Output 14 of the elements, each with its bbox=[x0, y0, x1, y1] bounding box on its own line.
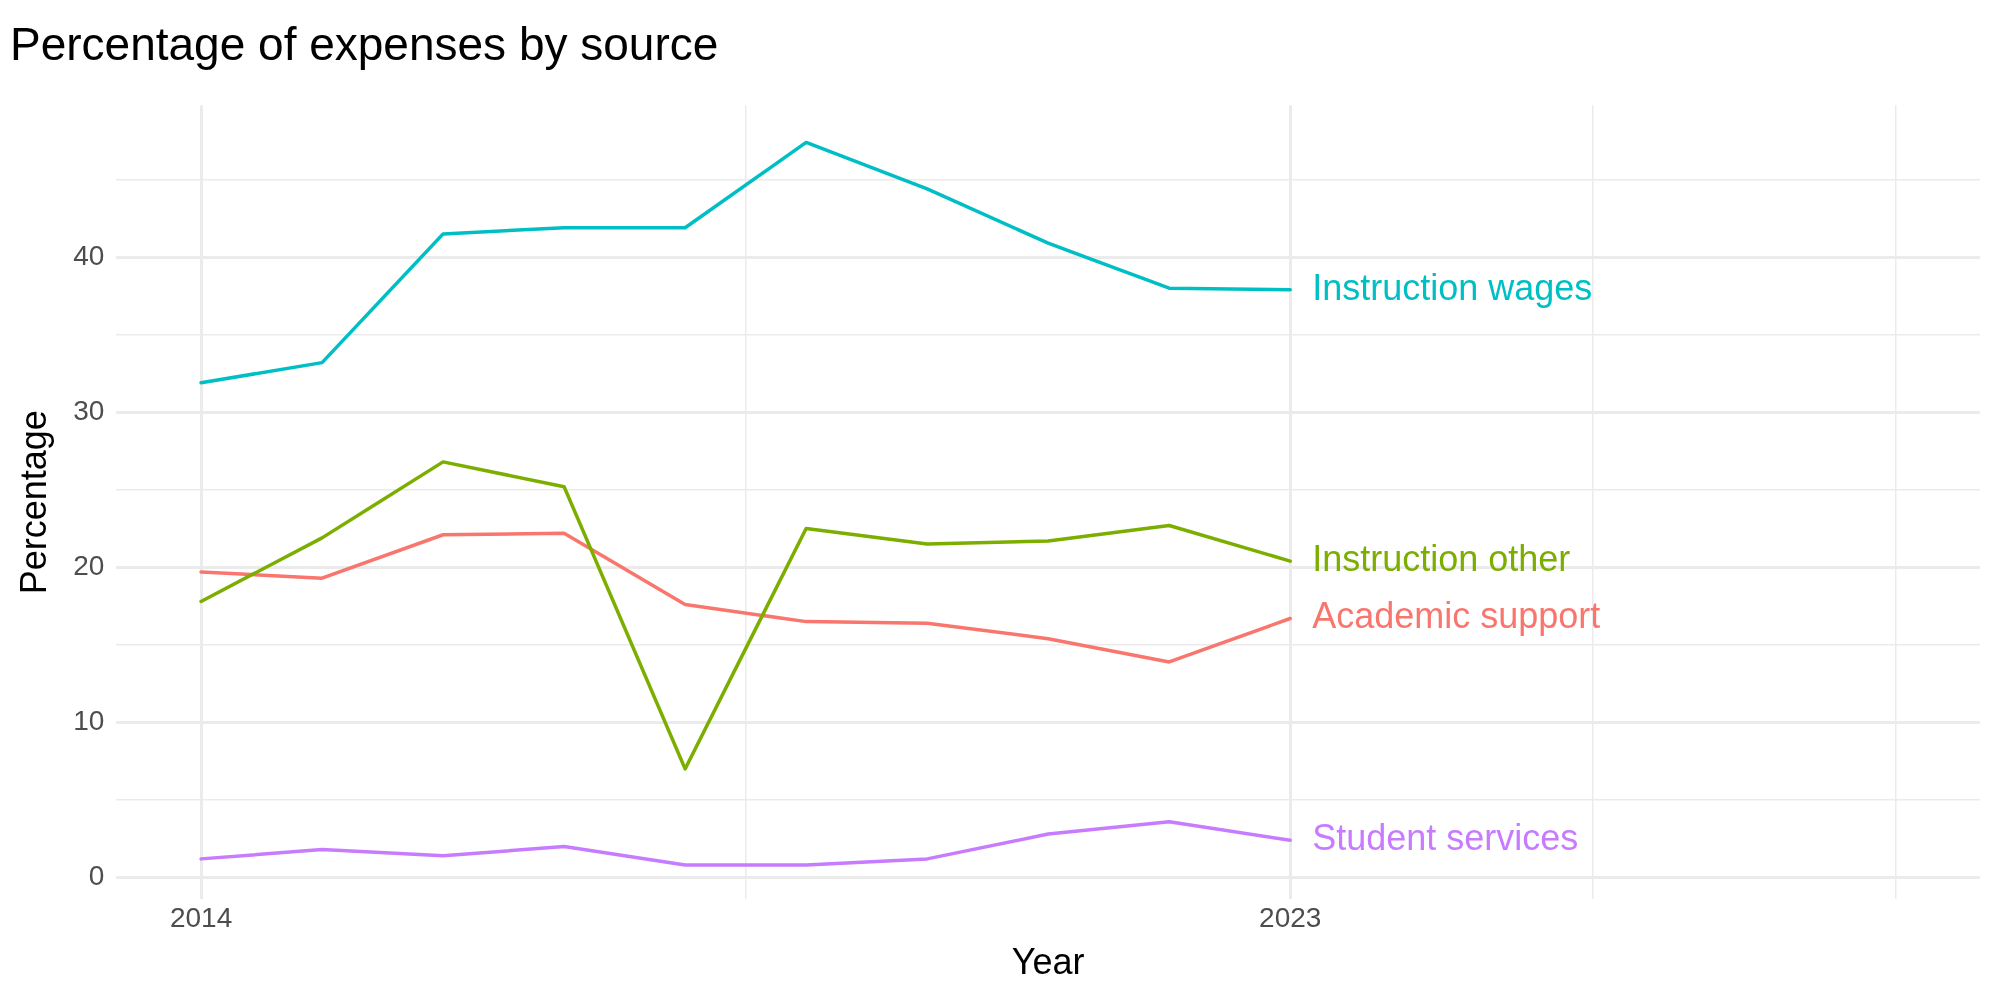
x-axis-title: Year bbox=[1011, 941, 1085, 983]
y-tick-label: 20 bbox=[73, 550, 105, 582]
chart-title: Percentage of expenses by source bbox=[10, 18, 719, 71]
series-label: Academic support bbox=[1312, 595, 1601, 637]
y-tick-label: 10 bbox=[73, 705, 105, 737]
series-label: Instruction other bbox=[1312, 538, 1571, 580]
y-tick-label: 30 bbox=[73, 394, 105, 426]
x-tick-label: 2014 bbox=[169, 901, 233, 933]
y-tick-label: 0 bbox=[88, 860, 105, 892]
series-label: Instruction wages bbox=[1312, 266, 1593, 308]
series-label: Student services bbox=[1312, 817, 1579, 859]
y-axis-title: Percentage bbox=[12, 410, 54, 595]
y-tick-label: 40 bbox=[73, 239, 105, 271]
x-tick-label: 2023 bbox=[1259, 901, 1322, 933]
